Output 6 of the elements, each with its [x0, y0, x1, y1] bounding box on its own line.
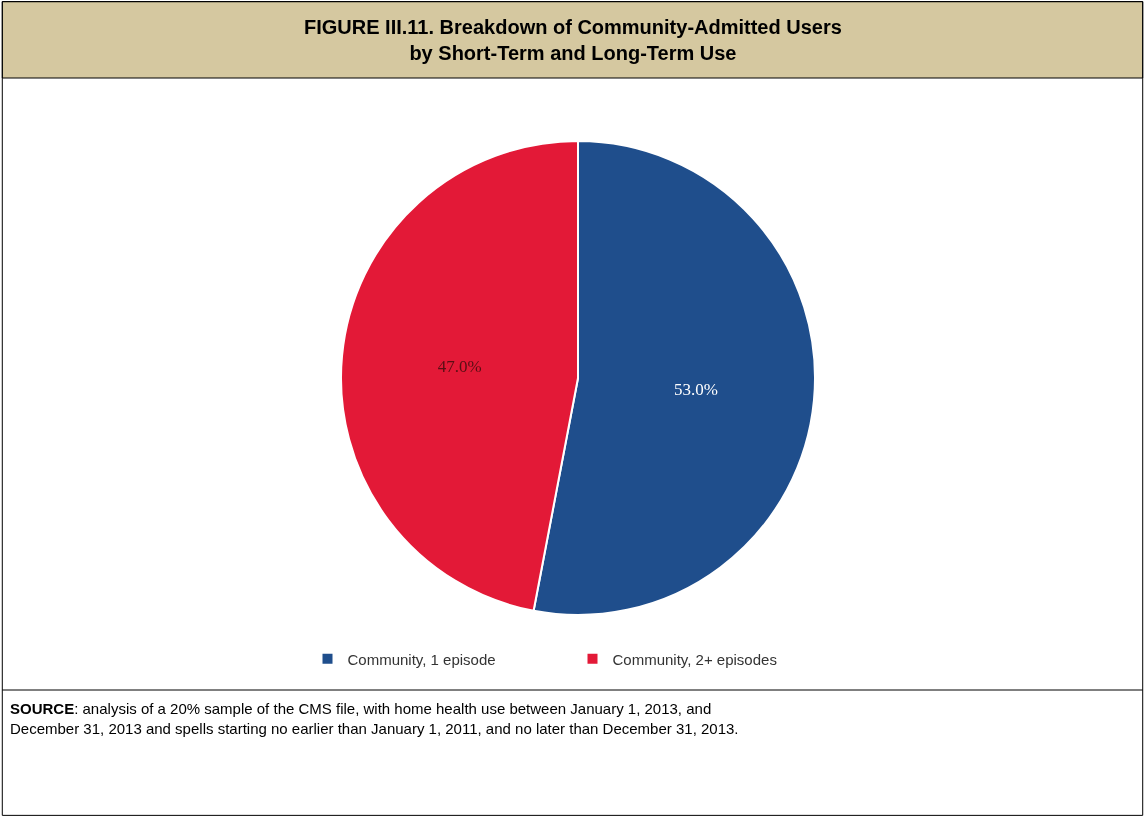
data-label: 47.0%	[437, 357, 482, 377]
source-note: SOURCE: analysis of a 20% sample of the CMS file, with home health use between January 1, 2013, and December 31, 2013 and spells starting no earlier than January 1, 2011, and no later than December 31, 2013.	[10, 700, 739, 737]
chart-title: FIGURE III.11. Breakdown of Community-Admitted Users by Short-Term and Long-Term Use	[304, 16, 842, 64]
legend-label: Community, 2+ episodes	[612, 650, 777, 668]
data-label: 53.0%	[674, 379, 718, 399]
legend-label: Community, 1 episode	[347, 650, 496, 668]
